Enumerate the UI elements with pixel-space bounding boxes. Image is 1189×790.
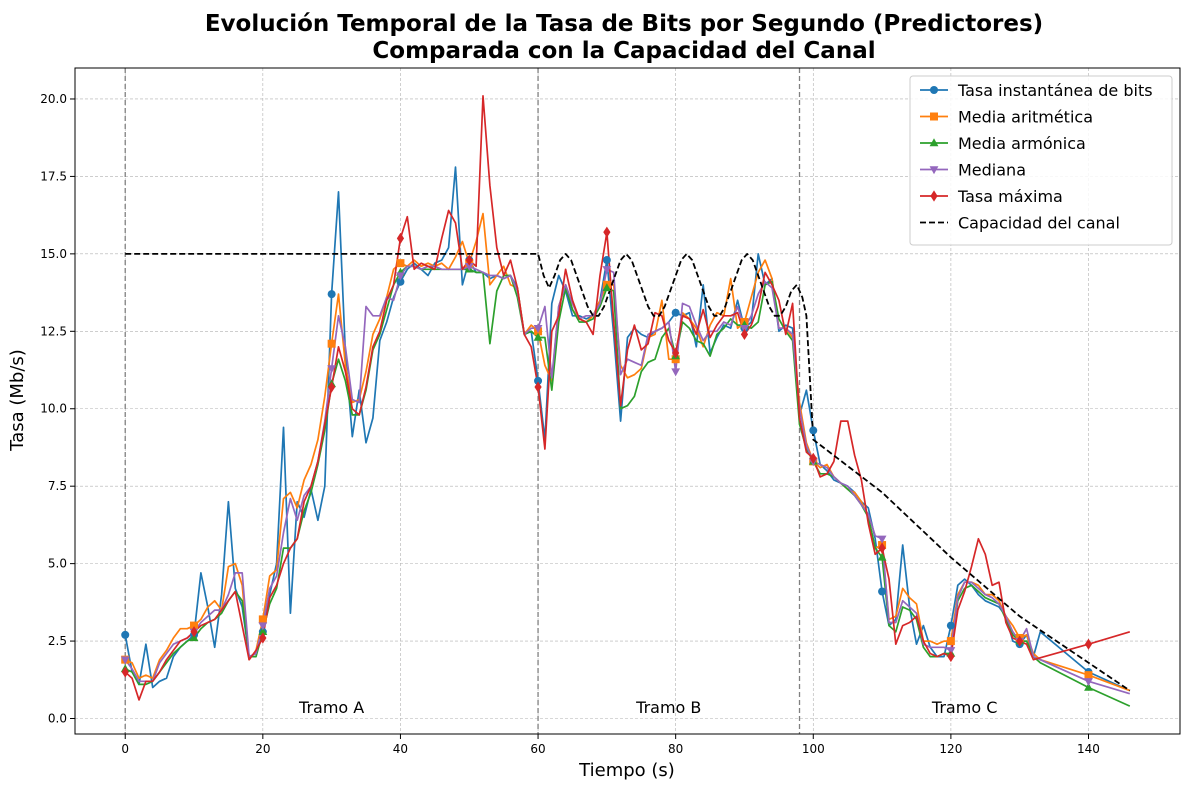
data-point-diamond (396, 232, 405, 244)
axis-ticks: 0 20 40 60 80 100 120 140 0.0 2.5 5.0 7.5 10.0 12.5 15… (40, 92, 1100, 756)
data-point-triangle-up (877, 552, 887, 561)
data-point-circle (396, 277, 405, 286)
data-point-circle (534, 376, 543, 385)
data-point-diamond (1084, 638, 1093, 650)
data-point-circle (602, 256, 611, 265)
data-point-triangle-down (258, 622, 268, 631)
data-point-diamond (878, 542, 886, 554)
data-point-triangle-down (671, 368, 681, 377)
y-tick-label: 5.0 (48, 557, 67, 571)
series-line-0 (124, 166, 1131, 692)
data-point-triangle-down (464, 263, 474, 272)
data-point-circle (946, 621, 955, 630)
data-point-diamond (1016, 635, 1024, 647)
data-point-diamond (603, 226, 611, 238)
legend-entry-label: Media aritmética (958, 108, 1093, 127)
series-line-1 (124, 212, 1131, 692)
y-tick-label: 0.0 (48, 712, 67, 726)
annotations: Tramo A Tramo B Tramo C (298, 698, 997, 717)
data-point-triangle-down (1084, 678, 1093, 687)
data-point-square (396, 259, 405, 268)
data-point-circle (809, 426, 818, 435)
data-point-diamond (190, 626, 198, 638)
data-point-circle (121, 630, 130, 639)
data-point-diamond (947, 650, 955, 663)
data-point-triangle-down (877, 535, 887, 544)
data-point-diamond (465, 254, 473, 266)
x-axis-label: Tiempo (s) (578, 760, 675, 781)
data-point-diamond (809, 452, 817, 464)
y-tick-label: 7.5 (48, 479, 67, 493)
data-point-triangle-up (929, 138, 939, 147)
segment-label: Tramo C (931, 698, 997, 717)
series-markers (120, 226, 1093, 691)
data-point-triangle-down (120, 656, 130, 665)
data-point-diamond (328, 381, 336, 393)
legend-entry-label: Capacidad del canal (958, 214, 1120, 233)
data-point-diamond (672, 347, 680, 359)
x-tick-label: 0 (121, 742, 129, 756)
chart-title-line-1: Evolución Temporal de la Tasa de Bits po… (205, 11, 1043, 37)
data-point-square (930, 112, 938, 121)
data-point-triangle-up (258, 626, 268, 635)
data-point-circle (930, 86, 938, 94)
y-axis-label: Tasa (Mb/s) (7, 349, 28, 452)
data-point-triangle-up (533, 332, 543, 341)
data-point-diamond (259, 632, 267, 644)
data-point-circle (878, 587, 887, 596)
legend-entry-label: Tasa máxima (957, 187, 1063, 206)
data-point-diamond (121, 666, 129, 678)
data-point-triangle-up (1084, 682, 1093, 691)
data-point-diamond (534, 381, 542, 393)
x-tick-label: 80 (668, 742, 683, 756)
data-point-square (327, 339, 336, 348)
data-point-triangle-down (396, 272, 405, 281)
y-tick-label: 20.0 (40, 92, 67, 106)
series-line-2 (124, 265, 1131, 707)
y-tick-label: 12.5 (40, 324, 67, 338)
x-tick-label: 120 (939, 742, 962, 756)
series-lines (124, 95, 1131, 707)
segment-label: Tramo B (635, 698, 701, 717)
axes-frame (74, 67, 1181, 735)
series-line-5 (125, 253, 1131, 692)
data-point-circle (327, 290, 336, 299)
y-tick-label: 10.0 (40, 402, 67, 416)
data-point-square (1084, 671, 1093, 680)
data-point-triangle-down (327, 365, 337, 374)
series-line-4 (124, 95, 1131, 701)
segment-label: Tramo A (298, 698, 364, 717)
y-tick-label: 2.5 (48, 634, 67, 648)
x-tick-label: 20 (255, 742, 270, 756)
data-point-triangle-up (602, 283, 612, 292)
data-point-triangle-down (929, 166, 939, 175)
x-tick-label: 40 (393, 742, 408, 756)
x-tick-label: 140 (1077, 742, 1100, 756)
y-tick-label: 17.5 (40, 169, 67, 183)
y-tick-label: 15.0 (40, 247, 67, 261)
data-point-diamond (740, 328, 749, 340)
data-point-square (190, 621, 199, 630)
data-point-square (946, 637, 955, 646)
chart-title-line-2: Comparada con la Capacidad del Canal (372, 38, 875, 64)
series-line-3 (124, 265, 1131, 695)
data-point-triangle-down (602, 266, 612, 275)
legend-entry-label: Tasa instantánea de bits (957, 81, 1153, 100)
data-point-square (258, 615, 267, 624)
data-point-diamond (930, 190, 938, 202)
data-point-triangle-down (533, 325, 543, 334)
legend: Tasa instantánea de bits Media aritmética… (909, 75, 1173, 246)
data-point-circle (671, 308, 680, 317)
x-tick-label: 60 (530, 742, 545, 756)
x-tick-label: 100 (802, 742, 825, 756)
legend-box (909, 75, 1173, 246)
legend-entry-label: Mediana (958, 161, 1026, 180)
legend-entry-label: Media armónica (958, 134, 1086, 153)
